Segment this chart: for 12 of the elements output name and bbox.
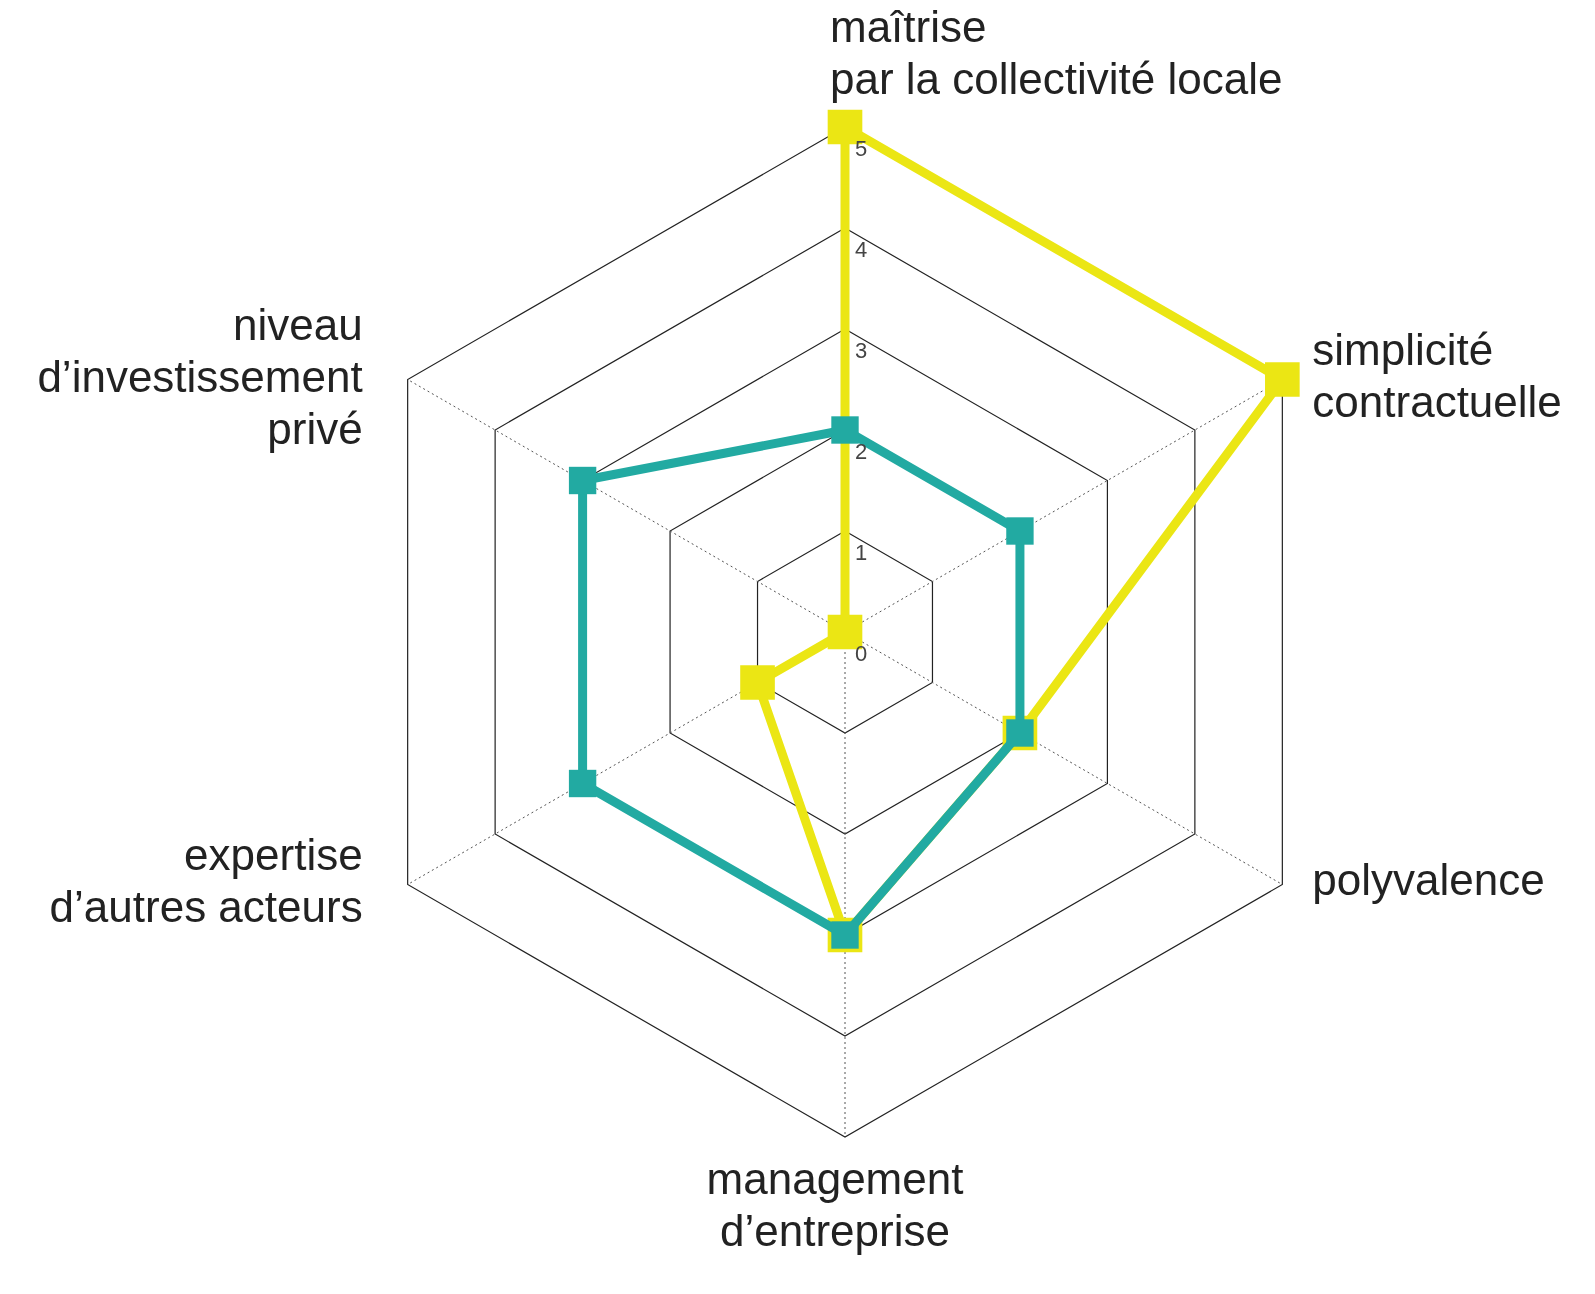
spoke-label: expertise d’autres acteurs	[49, 829, 363, 931]
spoke-label: simplicité contractuelle	[1312, 324, 1562, 426]
spoke-label: polyvalence	[1312, 854, 1545, 904]
y-tick-label: 3	[855, 338, 868, 363]
spoke-label: management d’entreprise	[706, 1154, 964, 1255]
y-tick-label: 1	[855, 540, 868, 565]
y-tick-label: 2	[855, 439, 868, 464]
y-tick-label: 4	[855, 237, 868, 262]
y-tick-label: 0	[855, 641, 868, 666]
spoke-label: niveau d’investissement privé	[37, 299, 363, 453]
spoke-label: maîtrise par la collectivité locale	[830, 2, 1283, 103]
y-tick-label: 5	[855, 136, 868, 161]
